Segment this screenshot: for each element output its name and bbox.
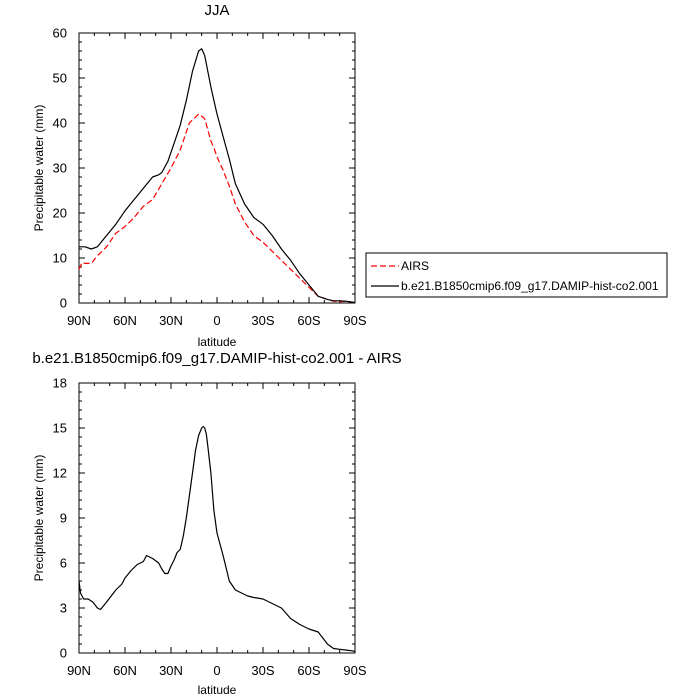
top-panel-y-axis-label: Precipitable water (mm) [32,105,46,232]
series-line-0 [78,425,356,653]
series-line-1 [79,48,356,304]
x-tick-label: 30S [251,663,274,678]
x-tick-label: 60N [113,313,137,328]
y-tick-label: 20 [53,206,67,221]
y-tick-label: 18 [53,376,67,391]
legend: AIRS b.e21.B1850cmip6.f09_g17.DAMIP-hist… [365,252,668,298]
x-tick-label: 30N [159,313,183,328]
x-tick-label: 60S [297,663,320,678]
x-tick-label: 90N [67,313,91,328]
legend-label-airs: AIRS [401,259,429,273]
y-tick-label: 3 [60,601,67,616]
plot-frame [78,32,356,304]
x-tick-label: 60N [113,663,137,678]
x-tick-label: 30S [251,313,274,328]
x-tick-label: 90S [343,313,366,328]
y-tick-label: 10 [53,251,67,266]
y-tick-label: 15 [53,421,67,436]
x-tick-label: 0 [213,663,220,678]
y-tick-label: 60 [53,26,67,41]
bottom-panel-y-axis-label: Precipitable water (mm) [32,455,46,582]
y-tick-label: 0 [60,646,67,661]
x-tick-label: 60S [297,313,320,328]
x-tick-label: 30N [159,663,183,678]
top-panel-title: JJA [204,2,229,19]
y-tick-label: 40 [53,116,67,131]
bottom-panel-title: b.e21.B1850cmip6.f09_g17.DAMIP-hist-co2.… [32,350,401,367]
x-tick-label: 0 [213,313,220,328]
top-panel-plot: 90N 60N 30N 0 30S 60S 90S 0 10 20 30 40 50 60 [53,26,367,329]
series-line-0 [78,113,356,304]
bottom-panel-plot: 90N 60N 30N 0 30S 60S 90S 0 3 6 9 12 15 18 [53,376,367,679]
legend-label-model: b.e21.B1850cmip6.f09_g17.DAMIP-hist-co2.… [401,279,659,293]
legend-box [365,252,668,298]
y-tick-label: 6 [60,556,67,571]
y-tick-label: 50 [53,71,67,86]
y-tick-label: 0 [60,296,67,311]
y-tick-label: 9 [60,511,67,526]
y-tick-label: 12 [53,466,67,481]
x-tick-label: 90S [343,663,366,678]
x-tick-label: 90N [67,663,91,678]
y-tick-label: 30 [53,161,67,176]
plot-frame [78,382,356,654]
bottom-panel-x-axis-label: latitude [198,683,237,697]
top-panel-x-axis-label: latitude [198,335,237,349]
